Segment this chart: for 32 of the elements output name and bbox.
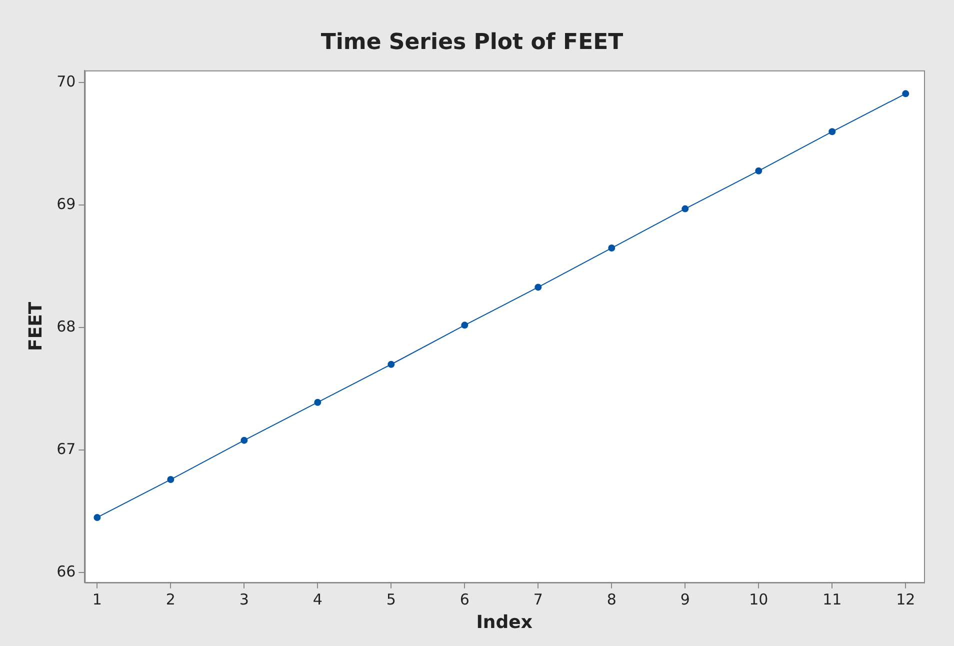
y-tick-label: 70 <box>56 72 76 91</box>
y-tick-label: 66 <box>56 562 76 580</box>
x-tick-label: 2 <box>166 590 176 608</box>
point <box>902 90 910 98</box>
x-tick-label: 8 <box>606 590 616 608</box>
x-tick-label: 5 <box>386 590 396 608</box>
x-tick-label: 3 <box>239 590 249 608</box>
x-tick-label: 9 <box>680 590 690 608</box>
point <box>388 360 395 368</box>
x-axis-title: Index <box>476 612 533 633</box>
y-axis-title: FEET <box>25 301 46 351</box>
x-tick-label: 12 <box>896 590 916 608</box>
point <box>682 205 689 212</box>
x-tick-label: 7 <box>533 590 543 608</box>
y-tick-label: 69 <box>56 195 76 214</box>
point <box>608 244 616 252</box>
point <box>755 167 762 174</box>
x-tick-label: 4 <box>312 590 322 608</box>
point <box>534 284 542 291</box>
y-tick-label: 68 <box>56 318 76 336</box>
point <box>240 436 248 444</box>
chart-title: Time Series Plot of FEET <box>320 30 624 55</box>
x-tick-label: 10 <box>749 590 768 608</box>
point <box>461 322 468 329</box>
point <box>94 514 101 521</box>
point <box>167 476 174 484</box>
x-tick-label: 1 <box>92 590 102 608</box>
point <box>314 398 322 406</box>
x-tick-label: 11 <box>822 590 842 608</box>
y-tick-label: 67 <box>56 440 76 458</box>
x-tick-label: 6 <box>460 590 470 608</box>
point <box>828 128 836 136</box>
